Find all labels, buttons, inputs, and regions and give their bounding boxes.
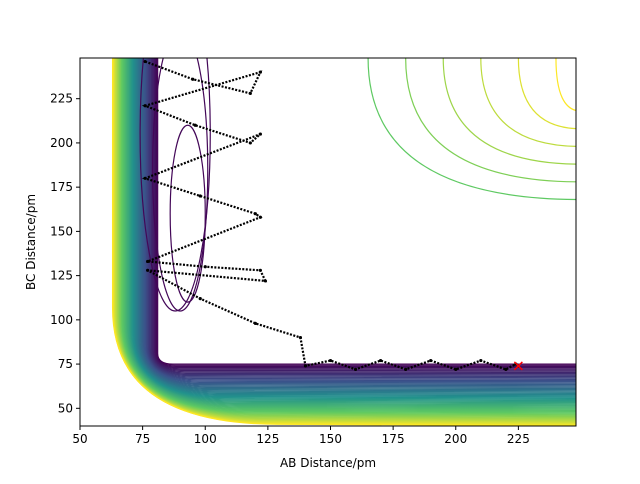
x-tick-label: 100 — [194, 432, 217, 446]
contour-line — [131, 58, 576, 401]
contour-line — [149, 58, 576, 376]
y-axis-ticks: 50 75 100 125 150 175 200 225 — [50, 92, 80, 415]
contour-line — [150, 58, 576, 373]
endpoint-marker — [513, 361, 523, 371]
y-tick-label: 50 — [58, 401, 73, 415]
contour-line — [137, 58, 576, 392]
contour-line — [146, 58, 576, 379]
trajectory-point — [193, 123, 197, 127]
y-axis-label: BC Distance/pm — [24, 194, 38, 290]
contour-lines — [111, 58, 576, 426]
trajectory-point — [248, 91, 252, 95]
trajectory-point — [263, 279, 267, 283]
y-tick-label: 125 — [50, 269, 73, 283]
contour-line — [139, 58, 576, 390]
trajectory-point — [198, 297, 202, 301]
x-tick-label: 200 — [444, 432, 467, 446]
contour-line — [151, 58, 576, 372]
trajectory-point — [146, 268, 150, 272]
contour-line — [367, 58, 576, 201]
trajectory-point — [198, 194, 202, 198]
contour-line — [129, 58, 576, 403]
contour-line — [156, 58, 576, 366]
contour-line — [144, 58, 576, 382]
contour-line — [126, 58, 576, 407]
contour-line — [154, 58, 576, 369]
trajectory-point — [454, 367, 458, 371]
y-tick-label: 75 — [58, 357, 73, 371]
x-axis-label: AB Distance/pm — [280, 456, 376, 470]
contour-line — [143, 58, 576, 384]
y-tick-label: 175 — [50, 180, 73, 194]
x-tick-label: 225 — [507, 432, 530, 446]
contour-line — [155, 58, 576, 368]
contour-line — [142, 58, 576, 385]
trajectory-point — [504, 367, 508, 371]
x-tick-label: 75 — [135, 432, 150, 446]
trajectory-point — [253, 321, 257, 325]
trajectory-point — [258, 70, 262, 74]
trajectory-point — [248, 141, 252, 145]
contour-line — [128, 58, 576, 404]
trajectory-point — [429, 358, 433, 363]
contour-line — [111, 58, 576, 426]
trajectory-point — [143, 104, 147, 108]
y-tick-label: 100 — [50, 313, 73, 327]
trajectory-point — [258, 268, 262, 272]
trajectory-point — [479, 358, 483, 363]
plot-frame — [79, 57, 577, 427]
trajectory-point — [404, 367, 408, 371]
y-tick-label: 150 — [50, 224, 73, 238]
trajectory-point — [146, 259, 150, 264]
trajectory-point — [303, 364, 308, 368]
contour-line — [144, 58, 576, 383]
trajectory-point — [258, 132, 262, 136]
contour-line — [153, 58, 576, 370]
x-tick-label: 125 — [256, 432, 279, 446]
contour-line — [152, 58, 576, 371]
contour-line — [157, 58, 576, 365]
trajectory-point — [253, 212, 257, 216]
contour-line — [517, 58, 576, 130]
contour-line — [136, 58, 576, 393]
contour-line — [442, 58, 576, 165]
x-tick-label: 175 — [382, 432, 405, 446]
contour-line — [127, 58, 576, 406]
contour-loop — [152, 58, 209, 312]
contour-line — [405, 58, 576, 183]
contour-line — [150, 58, 576, 375]
trajectory-point — [328, 358, 333, 363]
x-tick-label: 150 — [319, 432, 342, 446]
contour-line — [138, 58, 576, 391]
contour-loop — [139, 58, 211, 312]
contour-line — [145, 58, 576, 380]
x-axis-ticks: 50 75 100 125 150 175 200 225 — [72, 426, 530, 446]
contour-line — [139, 58, 576, 388]
endpoint-x-stroke — [513, 361, 523, 371]
trajectory-point — [191, 77, 195, 81]
trajectory-point — [143, 59, 147, 64]
contour-line — [148, 58, 576, 377]
contour-line — [141, 58, 576, 386]
trajectory-point — [203, 265, 207, 269]
contour-line — [147, 58, 576, 378]
contour-line — [555, 58, 576, 112]
trajectory-line — [141, 60, 517, 371]
contour-line — [140, 58, 576, 387]
trajectory-point — [143, 176, 147, 180]
contour-line — [130, 58, 576, 402]
trajectory-point — [353, 367, 358, 371]
x-tick-label: 50 — [72, 432, 87, 446]
y-tick-label: 225 — [50, 92, 73, 106]
contour-loop — [169, 124, 206, 303]
trajectory-point — [258, 215, 262, 219]
trajectory-point — [298, 335, 303, 340]
contour-line — [127, 58, 576, 405]
y-tick-label: 200 — [50, 136, 73, 150]
trajectory-path — [141, 59, 518, 371]
trajectory-point — [379, 358, 383, 363]
contour-line — [480, 58, 576, 147]
